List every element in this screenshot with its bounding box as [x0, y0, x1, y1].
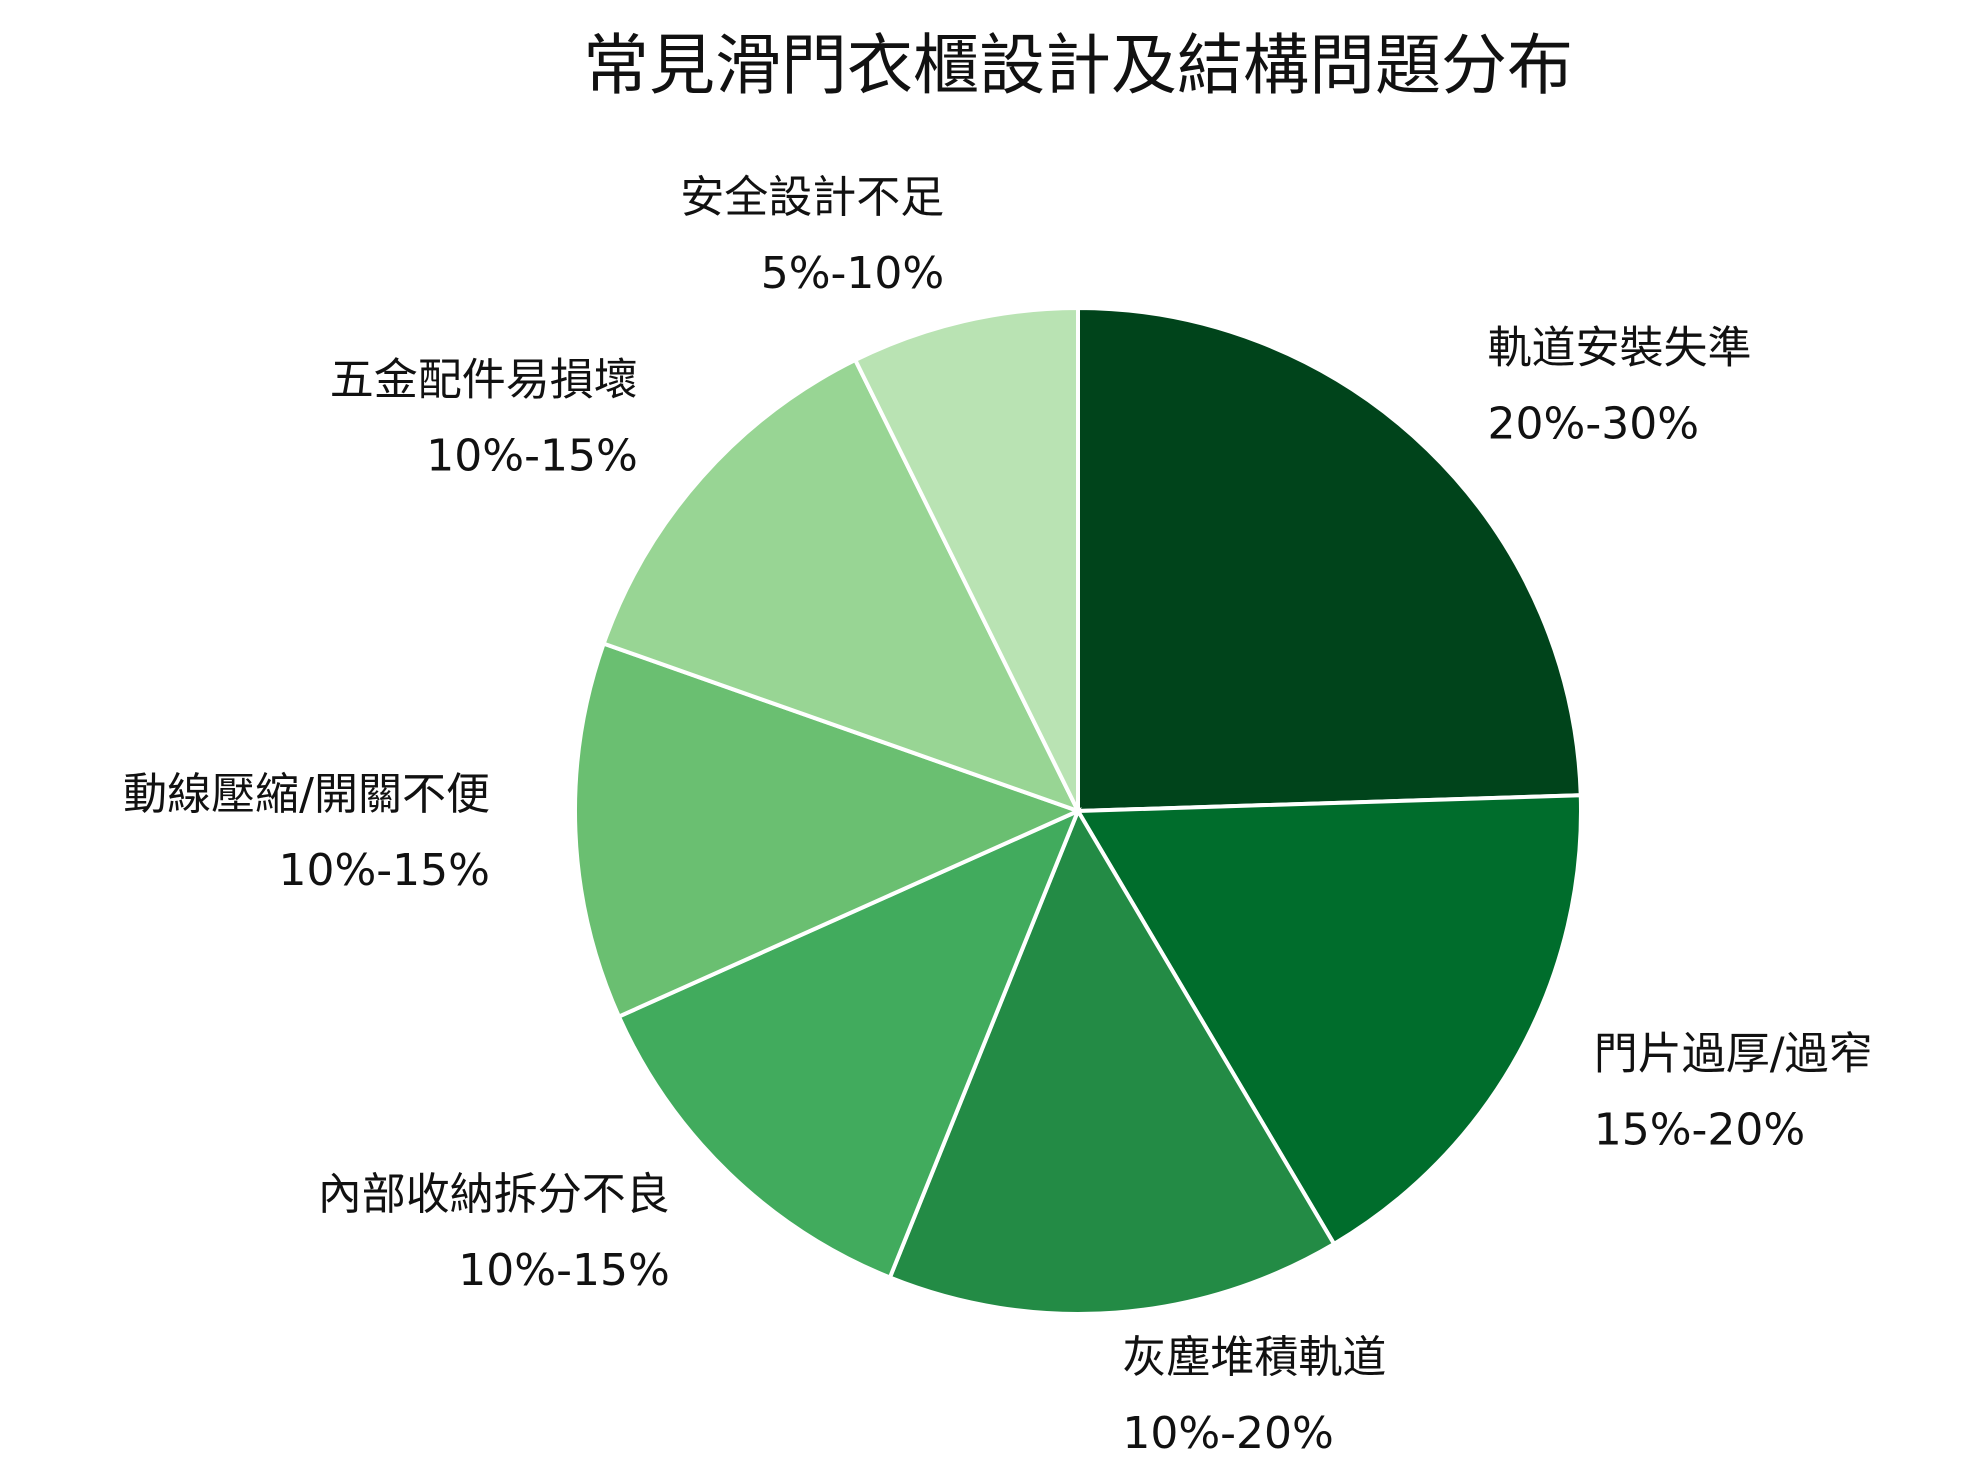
slice-value-label: 10%-15%: [426, 430, 637, 481]
slice-value-label: 10%-15%: [458, 1245, 669, 1296]
pie-slice: [1074, 793, 1583, 1247]
pie-slice: [1076, 305, 1583, 814]
pie-slice: [852, 305, 1080, 812]
pie-slice: [616, 807, 1082, 1281]
chart-title: 常見滑門衣櫃設計及結構問題分布: [583, 27, 1573, 104]
slice-value-label: 10%-20%: [1122, 1408, 1333, 1459]
slice-label: 五金配件易損壞: [330, 354, 638, 405]
slice-value-label: 20%-30%: [1488, 398, 1699, 449]
slice-label: 灰塵堆積軌道: [1122, 1332, 1386, 1383]
pie-slice: [573, 641, 1084, 1020]
slice-value-label: 5%-10%: [761, 248, 944, 299]
slice-label: 門片過厚/過窄: [1594, 1029, 1873, 1080]
pie-slice: [601, 357, 1082, 815]
slice-value-label: 10%-15%: [278, 845, 489, 896]
slice-label: 內部收納拆分不良: [318, 1169, 670, 1220]
slice-label: 軌道安裝失準: [1488, 322, 1752, 373]
pie-slice: [887, 806, 1337, 1316]
slice-label: 動線壓縮/開關不便: [123, 769, 490, 820]
slice-label: 安全設計不足: [680, 172, 944, 223]
slice-value-label: 15%-20%: [1594, 1105, 1805, 1156]
